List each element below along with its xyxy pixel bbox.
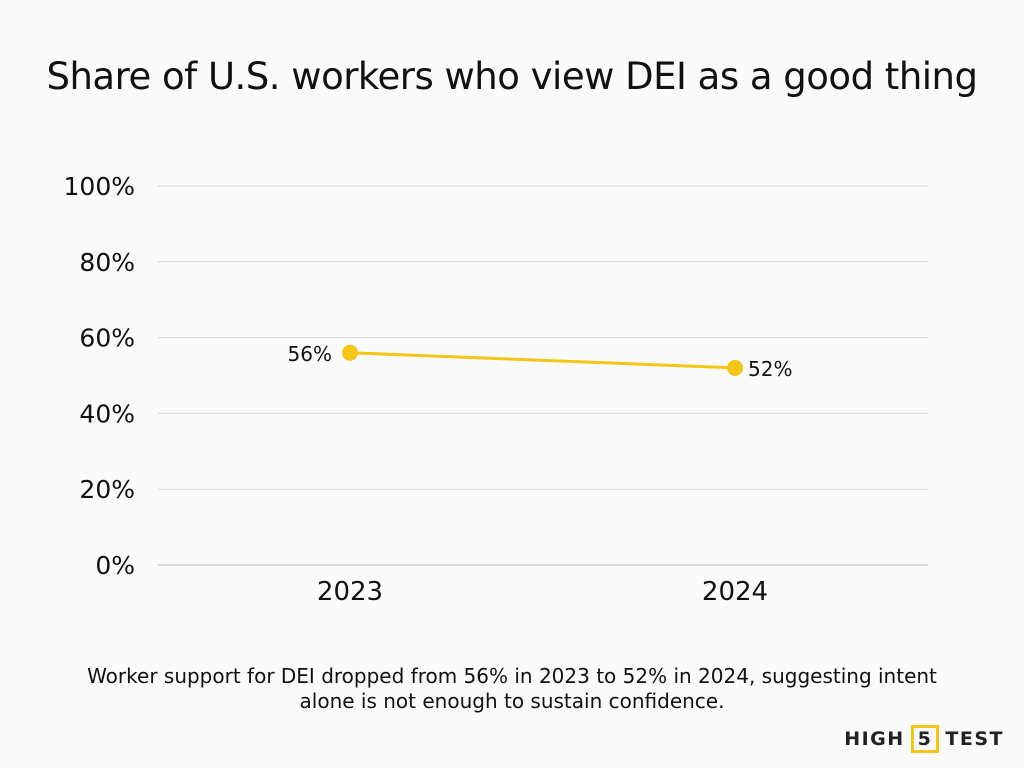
data-point (342, 344, 358, 361)
logo-five: 5 (910, 725, 940, 753)
chart-title: Share of U.S. workers who view DEI as a … (46, 55, 978, 98)
logo-text-left: HIGH (844, 728, 905, 750)
y-tick-label: 0% (95, 551, 135, 580)
y-tick-label: 20% (79, 475, 135, 504)
y-tick-label: 60% (79, 324, 135, 353)
chart-caption: Worker support for DEI dropped from 56% … (87, 664, 937, 713)
series-line (349, 351, 736, 370)
data-point (727, 359, 743, 376)
x-tick-label: 2023 (317, 577, 383, 607)
brand-logo: HIGH 5 TEST (844, 725, 1004, 753)
y-tick-label: 40% (79, 399, 135, 428)
x-tick-label: 2024 (702, 577, 768, 607)
y-tick-label: 80% (79, 248, 135, 277)
y-tick-label: 100% (64, 172, 135, 201)
data-label: 52% (748, 357, 792, 381)
logo-text-right: TEST (945, 728, 1004, 750)
data-label: 56% (288, 342, 332, 366)
